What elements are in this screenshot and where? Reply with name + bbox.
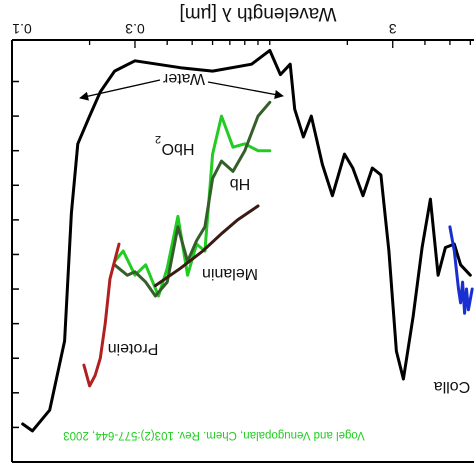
water-arrow-left bbox=[79, 79, 161, 101]
tick-marks bbox=[11, 40, 471, 429]
series-line-melanin bbox=[153, 204, 260, 288]
tick-labels: 0.1 0.3 3 bbox=[12, 21, 397, 37]
series-line-collagen bbox=[448, 225, 474, 315]
x-tick-label: 0.3 bbox=[125, 21, 145, 37]
x-tick-label: 3 bbox=[389, 21, 397, 37]
x-tick-label: 0.1 bbox=[12, 21, 32, 37]
series-line-water bbox=[21, 48, 472, 433]
series-lines bbox=[21, 48, 474, 433]
citation: Vogel and Venugopalan, Chem. Rev. 103(2)… bbox=[63, 429, 365, 441]
series-line-protein bbox=[82, 242, 121, 388]
label-melanin: Melanin bbox=[202, 265, 258, 282]
series-line-hb bbox=[113, 100, 272, 298]
x-axis-label: Wavelength λ [µm] bbox=[179, 3, 336, 24]
label-collagen: Colla bbox=[434, 378, 471, 395]
label-hbo2-main: HbO bbox=[162, 140, 195, 157]
label-protein: Protein bbox=[108, 340, 159, 357]
label-hbo2: HbO 2 bbox=[155, 133, 195, 157]
label-hb: Hb bbox=[230, 175, 251, 192]
water-arrow-right bbox=[207, 81, 284, 99]
label-hbo2-subscript: 2 bbox=[155, 133, 161, 145]
label-water: Water bbox=[162, 70, 205, 87]
